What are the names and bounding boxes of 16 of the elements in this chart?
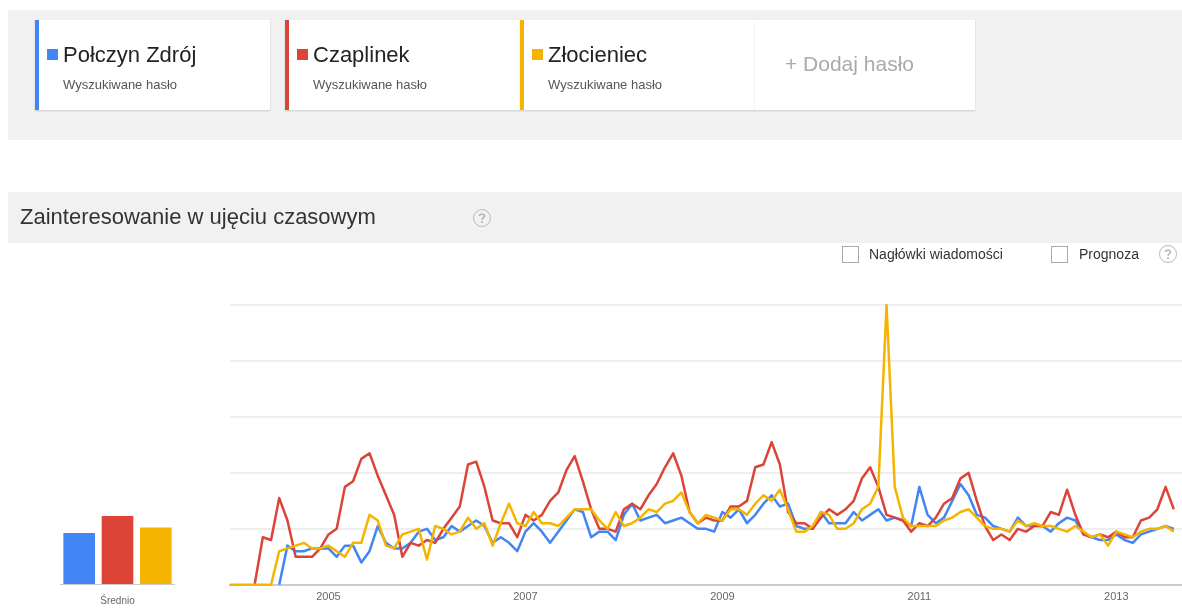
x-tick-label: 2005 [316, 590, 341, 603]
x-tick-label: 2009 [710, 590, 735, 603]
chart-title: Zainteresowanie w ujęciu czasowym [20, 204, 376, 230]
x-tick-label: 2007 [513, 590, 538, 603]
legend-label: Złocieniec [548, 42, 648, 68]
legend-label: Czaplinek [313, 42, 410, 68]
text: Wyszukiwane hasło [63, 77, 178, 92]
text: Wyszukiwane hasło [548, 77, 663, 92]
x-tick-label: 2013 [1104, 590, 1129, 603]
text: Wyszukiwane hasło [313, 77, 428, 92]
x-tick-label: 2011 [907, 590, 932, 603]
text: Prognoza [1079, 246, 1139, 262]
text: + Dodaj hasło [785, 52, 915, 76]
legend-label: Połczyn Zdrój [63, 42, 197, 68]
x-tick-label: Średnio [100, 593, 136, 606]
text: Nagłówki wiadomości [869, 246, 1003, 262]
